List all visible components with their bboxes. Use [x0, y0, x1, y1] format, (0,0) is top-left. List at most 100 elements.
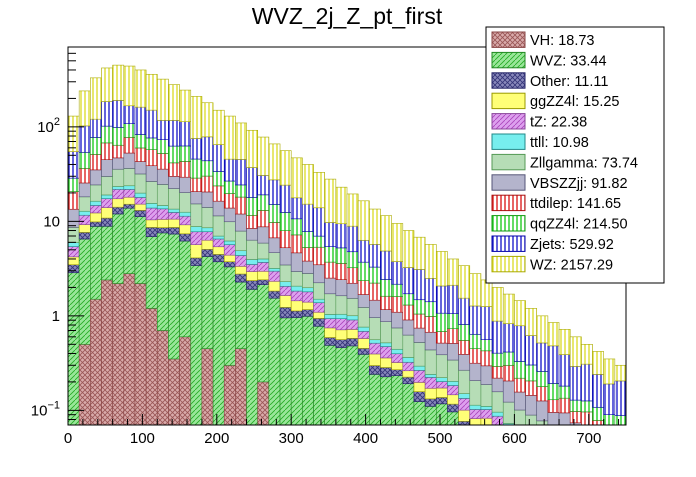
bar-wvz-bin-34 [447, 412, 458, 425]
x-tick-label: 400 [353, 430, 378, 447]
y-tick-label: 10−1 [31, 399, 60, 419]
x-tick-label: 700 [576, 430, 601, 447]
bar-vbszzjj-bin-5 [124, 153, 135, 168]
bar-vbszzjj-bin-38 [492, 378, 503, 392]
bar-ttll-bin-6 [135, 193, 146, 197]
bar-wz-bin-10 [180, 90, 191, 122]
bar-zllgamma-bin-32 [425, 350, 436, 374]
bar-qqzz4l-bin-40 [514, 361, 525, 378]
bar-ggzz4l-bin-21 [302, 302, 313, 309]
legend-swatch-wz [492, 256, 525, 271]
bar-other-bin-6 [135, 210, 146, 216]
bar-zllgamma-bin-35 [459, 370, 470, 393]
bar-qqzz4l-bin-39 [503, 352, 514, 365]
bar-vbszzjj-bin-4 [113, 158, 124, 169]
bar-ttll-bin-12 [202, 228, 213, 232]
bar-vbszzjj-bin-28 [380, 310, 391, 322]
bar-zjets-bin-40 [514, 326, 525, 362]
bar-wz-bin-23 [325, 179, 336, 222]
bar-qqzz4l-bin-17 [258, 195, 269, 211]
bar-zllgamma-bin-21 [302, 273, 313, 287]
bar-ttdilep-bin-27 [369, 283, 380, 300]
bar-vh-bin-10 [180, 337, 191, 425]
bar-qqzz4l-bin-28 [380, 280, 391, 297]
bar-ttdilep-bin-39 [503, 365, 514, 381]
bar-wvz-bin-19 [280, 318, 291, 425]
bar-tz-bin-29 [392, 354, 403, 363]
bar-ttll-bin-24 [336, 314, 347, 318]
bar-vbszzjj-bin-15 [235, 214, 246, 231]
bar-ttdilep-bin-18 [269, 222, 280, 237]
bar-ttdilep-bin-35 [459, 340, 470, 354]
bar-ttll-bin-8 [157, 206, 168, 209]
bar-zllgamma-bin-4 [113, 169, 124, 186]
bar-zllgamma-bin-39 [503, 402, 514, 423]
bar-ttll-bin-28 [380, 343, 391, 347]
bar-ttdilep-bin-25 [347, 268, 358, 284]
bar-other-bin-10 [180, 234, 191, 241]
bar-wz-bin-2 [90, 78, 101, 119]
bar-vbszzjj-bin-26 [358, 295, 369, 308]
bar-ttdilep-bin-14 [224, 194, 235, 209]
bar-vh-bin-14 [224, 365, 235, 425]
bar-ttdilep-bin-0 [68, 192, 79, 210]
bar-wvz-bin-26 [358, 354, 369, 425]
legend-swatch-zjets [492, 236, 525, 251]
bar-zjets-bin-17 [258, 175, 269, 194]
bar-ggzz4l-bin-7 [146, 220, 157, 228]
bar-qqzz4l-bin-41 [526, 365, 537, 381]
bar-ttll-bin-20 [291, 286, 302, 291]
bar-wz-bin-42 [537, 316, 548, 343]
bar-wz-bin-4 [113, 65, 124, 100]
bar-zjets-bin-12 [202, 137, 213, 161]
bar-zllgamma-bin-12 [202, 207, 213, 227]
bar-tz-bin-20 [291, 291, 302, 301]
bar-other-bin-7 [146, 227, 157, 236]
legend-label-ttll: ttll: 10.98 [530, 135, 589, 151]
bar-wvz-bin-33 [436, 404, 447, 425]
bar-zjets-bin-23 [325, 223, 336, 247]
y-tick-label: 1 [52, 308, 60, 325]
bar-vbszzjj-bin-8 [157, 169, 168, 184]
bar-wvz-bin-10 [180, 241, 191, 337]
bar-ggzz4l-bin-11 [191, 245, 202, 258]
y-tick-label: 102 [37, 116, 60, 136]
bar-zllgamma-bin-2 [90, 185, 101, 201]
bar-tz-bin-26 [358, 331, 369, 338]
bar-ggzz4l-bin-23 [325, 328, 336, 338]
bar-zllgamma-bin-10 [180, 193, 191, 213]
legend-label-wz: WZ: 2157.29 [530, 257, 613, 273]
bar-zjets-bin-32 [425, 278, 436, 301]
bar-zjets-bin-2 [90, 119, 101, 137]
bar-wz-bin-41 [526, 308, 537, 335]
y-tick-label: 10 [43, 213, 60, 230]
legend-swatch-ttdilep [492, 195, 525, 210]
bar-zjets-bin-20 [291, 198, 302, 219]
legend-label-ttdilep: ttdilep: 141.65 [530, 196, 621, 212]
bar-wz-bin-0 [68, 116, 79, 152]
bar-other-bin-32 [425, 399, 436, 406]
bar-zllgamma-bin-28 [380, 322, 391, 343]
x-tick-label: 0 [64, 430, 72, 447]
bar-vbszzjj-bin-40 [514, 392, 525, 410]
legend-swatch-ttll [492, 134, 525, 149]
bar-ttdilep-bin-22 [314, 247, 325, 265]
bar-zllgamma-bin-22 [314, 283, 325, 299]
bar-qqzz4l-bin-29 [392, 284, 403, 296]
bar-zllgamma-bin-0 [68, 227, 79, 242]
bar-ttll-bin-22 [314, 299, 325, 303]
bar-wz-bin-37 [481, 280, 492, 307]
bar-wvz-bin-8 [157, 233, 168, 331]
bar-wvz-bin-16 [247, 289, 258, 425]
bar-vbszzjj-bin-0 [68, 209, 79, 227]
bar-ttdilep-bin-32 [425, 316, 436, 332]
bar-ttdilep-bin-4 [113, 145, 124, 158]
bar-zjets-bin-13 [213, 145, 224, 172]
bar-qqzz4l-bin-45 [570, 400, 581, 411]
bar-zllgamma-bin-16 [247, 240, 258, 259]
bar-ttdilep-bin-16 [247, 215, 258, 228]
bar-vbszzjj-bin-23 [325, 278, 336, 294]
bar-vbszzjj-bin-25 [347, 283, 358, 298]
bar-zjets-bin-24 [336, 224, 347, 248]
bar-vbszzjj-bin-32 [425, 332, 436, 350]
